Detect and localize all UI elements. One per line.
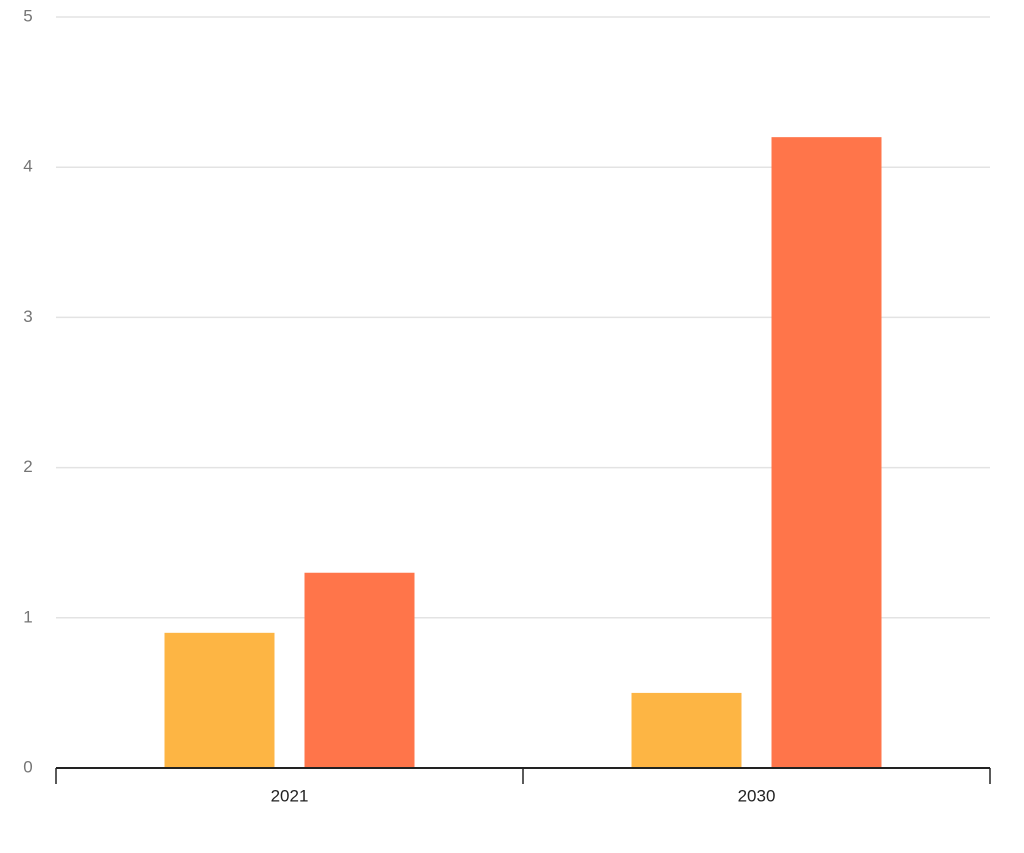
y-tick-label: 2: [23, 457, 32, 476]
y-tick-label: 3: [23, 307, 32, 326]
bar: [164, 632, 275, 768]
y-tick-label: 0: [23, 757, 32, 776]
bar: [631, 692, 742, 768]
x-tick-label: 2021: [271, 786, 309, 805]
y-tick-label: 1: [23, 607, 32, 626]
y-tick-label: 4: [23, 157, 32, 176]
bar: [771, 137, 882, 768]
x-tick-label: 2030: [738, 786, 776, 805]
y-tick-label: 5: [23, 6, 32, 25]
bar: [304, 572, 415, 768]
